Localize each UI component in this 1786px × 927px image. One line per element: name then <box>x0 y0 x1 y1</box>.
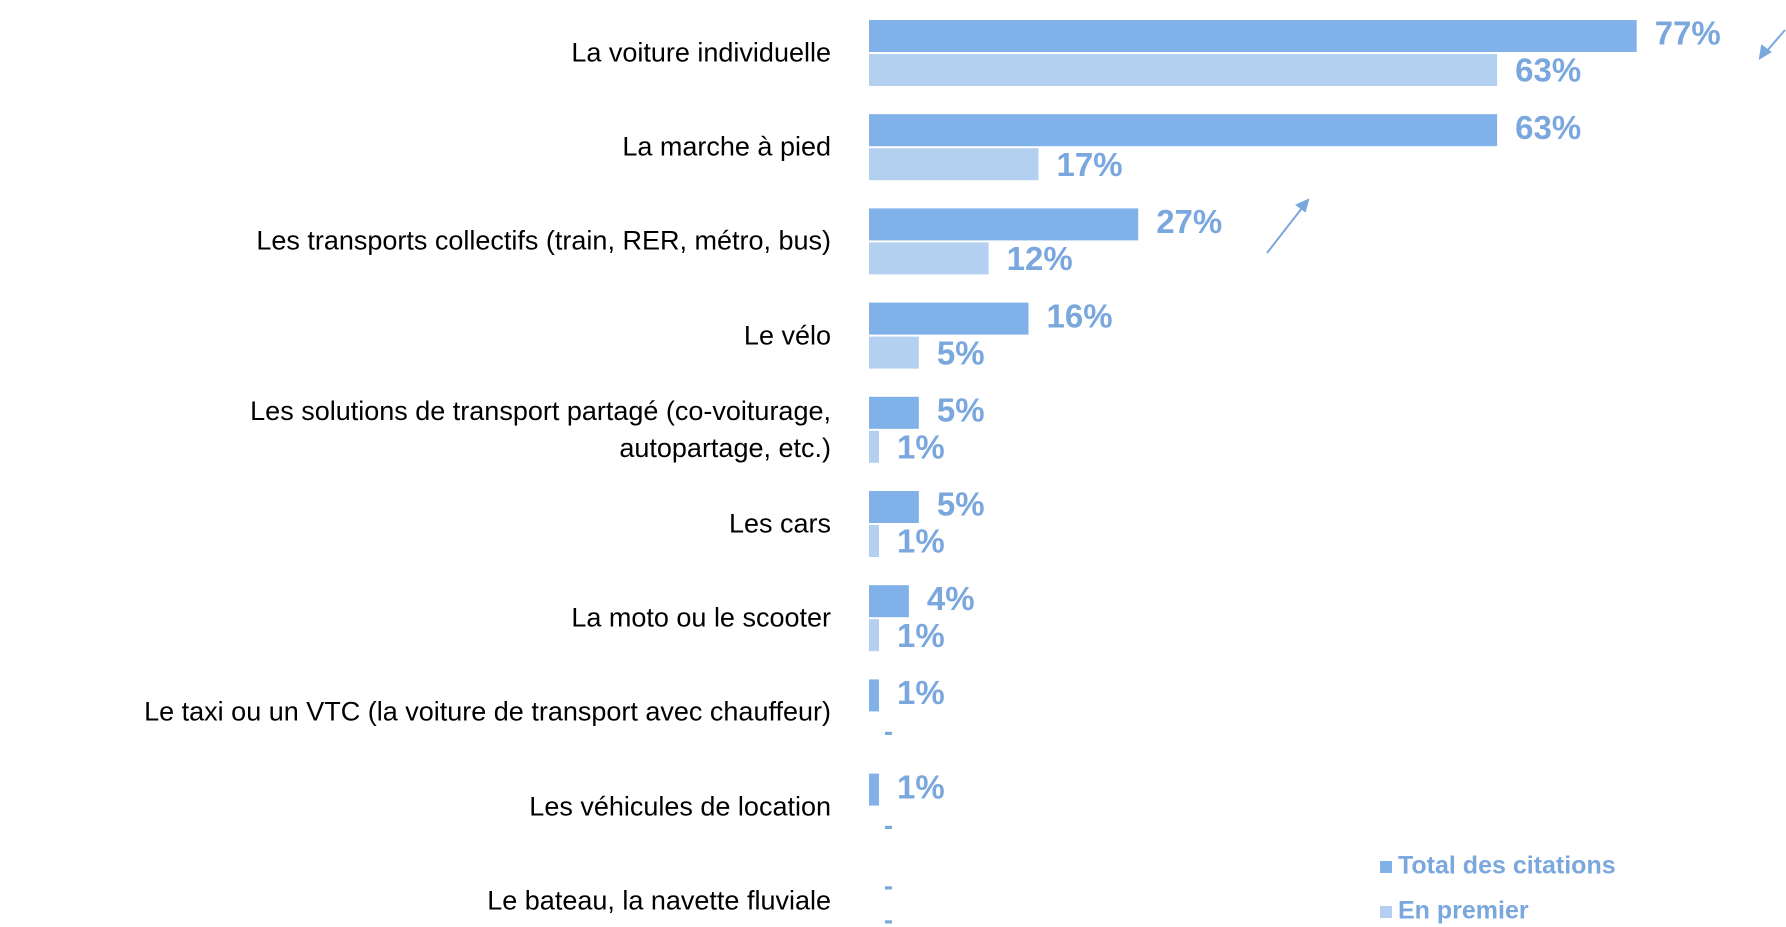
bar <box>869 114 1498 147</box>
category-label: Les véhicules de location <box>529 791 831 822</box>
bar <box>869 208 1139 241</box>
value-label: 12% <box>1007 240 1073 277</box>
category-label: Les solutions de transport partagé (co-v… <box>250 395 831 463</box>
bar <box>869 773 879 806</box>
category-label: Les cars <box>728 508 831 539</box>
legend-swatch <box>1380 861 1392 873</box>
category-label: Le taxi ou un VTC (la voiture de transpo… <box>144 696 831 727</box>
bar <box>869 302 1029 335</box>
value-label: 27% <box>1156 203 1222 240</box>
value-label: 5% <box>937 334 985 371</box>
value-label: 4% <box>927 580 975 617</box>
bar <box>869 336 919 369</box>
category-label: La voiture individuelle <box>571 37 831 68</box>
value-label: 1% <box>897 674 945 711</box>
bar <box>869 242 989 275</box>
trend-arrow <box>1266 198 1310 254</box>
value-label: 1% <box>897 768 945 805</box>
bar <box>869 20 1637 52</box>
value-label: - <box>884 871 893 901</box>
bar <box>869 54 1498 86</box>
value-label: 5% <box>937 486 985 523</box>
bar <box>869 396 919 429</box>
value-label: 1% <box>897 429 945 466</box>
value-label: 77% <box>1655 15 1721 52</box>
legend-swatch <box>1380 906 1392 918</box>
bar <box>869 491 919 523</box>
value-label: - <box>884 811 893 841</box>
bar <box>869 525 879 557</box>
legend-label: En premier <box>1398 897 1529 925</box>
category-label: Le vélo <box>743 320 831 351</box>
category-label: La marche à pied <box>622 131 831 162</box>
category-label: La moto ou le scooter <box>571 602 831 633</box>
value-label: 1% <box>897 523 945 560</box>
bar <box>869 430 879 463</box>
value-label: 63% <box>1515 109 1581 146</box>
bar <box>869 585 909 618</box>
value-label: 63% <box>1515 52 1581 89</box>
trend-arrow <box>1758 29 1786 60</box>
bar <box>869 148 1039 181</box>
value-label: 5% <box>937 392 985 429</box>
category-label: Le bateau, la navette fluviale <box>487 885 831 916</box>
value-label: 1% <box>897 617 945 654</box>
category-label: Les transports collectifs (train, RER, m… <box>256 225 831 256</box>
legend-label: Total des citations <box>1398 852 1616 880</box>
value-label: 16% <box>1047 297 1113 334</box>
bar <box>869 619 879 652</box>
value-label: - <box>884 717 893 747</box>
value-label: 17% <box>1056 146 1122 183</box>
value-label: - <box>884 905 893 927</box>
bar <box>869 679 879 712</box>
